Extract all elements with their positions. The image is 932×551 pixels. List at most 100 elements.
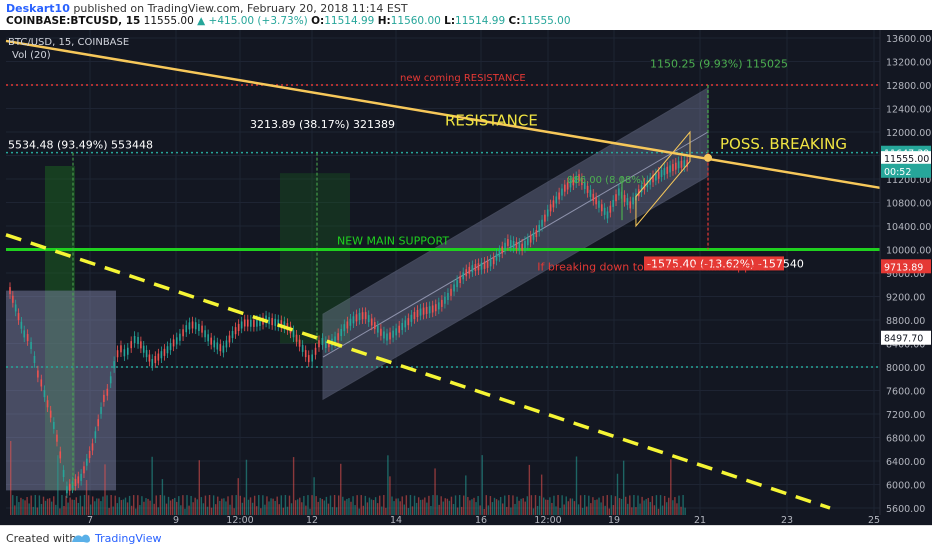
- volume-bar: [467, 496, 469, 515]
- volume-bar: [272, 498, 274, 515]
- volume-bar: [571, 498, 574, 515]
- volume-bar: [446, 498, 449, 515]
- volume-bar: [96, 498, 98, 515]
- volume-bar: [290, 503, 293, 515]
- up-arrow-icon: ▲: [197, 15, 206, 27]
- candle-body: [283, 321, 286, 329]
- volume-bar: [405, 495, 408, 515]
- candle-body: [395, 328, 397, 336]
- candle-body: [62, 469, 65, 477]
- volume-bar: [567, 501, 569, 515]
- volume-bar: [483, 508, 485, 515]
- candle-body: [609, 205, 612, 213]
- volume-bar: [124, 497, 127, 515]
- volume-bar: [543, 497, 545, 515]
- candle-body: [246, 319, 249, 327]
- legend-symbol: BTC/USD, 15, COINBASE: [8, 37, 129, 48]
- candle-body: [377, 325, 379, 333]
- candle-body: [325, 340, 327, 349]
- candle-body: [629, 201, 632, 209]
- volume-bar: [499, 496, 502, 515]
- chart-canvas[interactable]: 5534.48 (93.49%) 553448 3213.89 (38.17%) …: [0, 30, 932, 526]
- volume-bar: [641, 496, 643, 515]
- candle-body: [416, 309, 419, 318]
- volume-bar: [399, 501, 401, 515]
- volume-bar: [520, 498, 522, 515]
- volume-bar: [356, 495, 358, 515]
- candle-body: [392, 330, 394, 338]
- volume-bar: [329, 495, 332, 515]
- volume-bar: [559, 508, 561, 515]
- candle-body: [655, 173, 657, 181]
- candle-body: [480, 262, 483, 270]
- candle-body: [30, 342, 32, 350]
- candle-body: [91, 443, 94, 451]
- x-tick-label: 12: [306, 515, 318, 525]
- price-tag-4: 8497.70: [884, 334, 923, 345]
- candle-body: [88, 451, 91, 459]
- volume-bar: [618, 498, 621, 515]
- volume-bar: [198, 460, 200, 515]
- volume-bar: [331, 507, 334, 515]
- volume-bar: [659, 495, 662, 515]
- volume-bar: [442, 501, 444, 515]
- volume-bar: [551, 502, 553, 515]
- annotation-1: 3213.89 (38.17%) 321389: [250, 118, 395, 131]
- y-tick-label: 10400.00: [886, 222, 931, 233]
- candle-body: [492, 257, 495, 265]
- volume-bar: [360, 495, 362, 515]
- candle-body: [334, 336, 336, 344]
- volume-bar: [157, 507, 159, 515]
- y-tick-label: 5600.00: [886, 504, 925, 515]
- chart-area[interactable]: 5534.48 (93.49%) 553448 3213.89 (38.17%) …: [0, 30, 932, 526]
- y-tick-label: 12000.00: [886, 128, 931, 139]
- volume-bar: [294, 500, 297, 515]
- volume-bar: [635, 507, 637, 515]
- candle-body: [216, 342, 219, 350]
- candle-body: [314, 347, 317, 355]
- volume-bar: [155, 495, 157, 515]
- volume-bar: [165, 503, 168, 515]
- volume-bar: [536, 505, 539, 515]
- volume-bar: [370, 499, 373, 515]
- volume-bar: [112, 506, 114, 515]
- volume-bar: [34, 495, 36, 515]
- candle-body: [507, 239, 509, 247]
- volume-bar: [319, 497, 321, 515]
- volume-bar: [430, 505, 432, 515]
- candle-body: [182, 329, 184, 337]
- y-tick-label: 6000.00: [886, 481, 925, 492]
- candle-body: [410, 314, 413, 322]
- ascending-channel: [322, 87, 709, 401]
- volume-bar: [528, 464, 531, 515]
- volume-bar: [393, 501, 395, 515]
- candle-body: [561, 188, 563, 196]
- volume-bar: [561, 495, 563, 515]
- candle-body: [603, 207, 606, 215]
- candle-body: [355, 314, 358, 322]
- candle-body: [462, 272, 464, 280]
- volume-bar: [327, 503, 330, 515]
- volume-bar: [401, 496, 403, 515]
- volume-bar: [116, 503, 118, 515]
- candle-body: [103, 394, 105, 402]
- volume-bar: [223, 498, 225, 515]
- volume-bar: [594, 500, 596, 515]
- x-tick-label: 21: [694, 515, 706, 525]
- candle-body: [483, 261, 486, 269]
- author-link[interactable]: Deskart10: [6, 2, 70, 15]
- candle-body: [541, 219, 543, 227]
- candle-body: [277, 319, 280, 327]
- candle-body: [419, 308, 422, 316]
- candle-body: [265, 315, 267, 323]
- volume-bar: [282, 507, 285, 515]
- tradingview-brand[interactable]: TradingView: [95, 532, 162, 545]
- y-tick-label: 8800.00: [886, 316, 925, 327]
- volume-bar: [130, 505, 133, 515]
- candle-body: [398, 325, 400, 333]
- candle-body: [194, 322, 197, 330]
- candle-body: [97, 419, 100, 427]
- close-value: 11555.00: [520, 15, 571, 27]
- volume-bar: [231, 495, 233, 515]
- volume-bar: [307, 495, 309, 515]
